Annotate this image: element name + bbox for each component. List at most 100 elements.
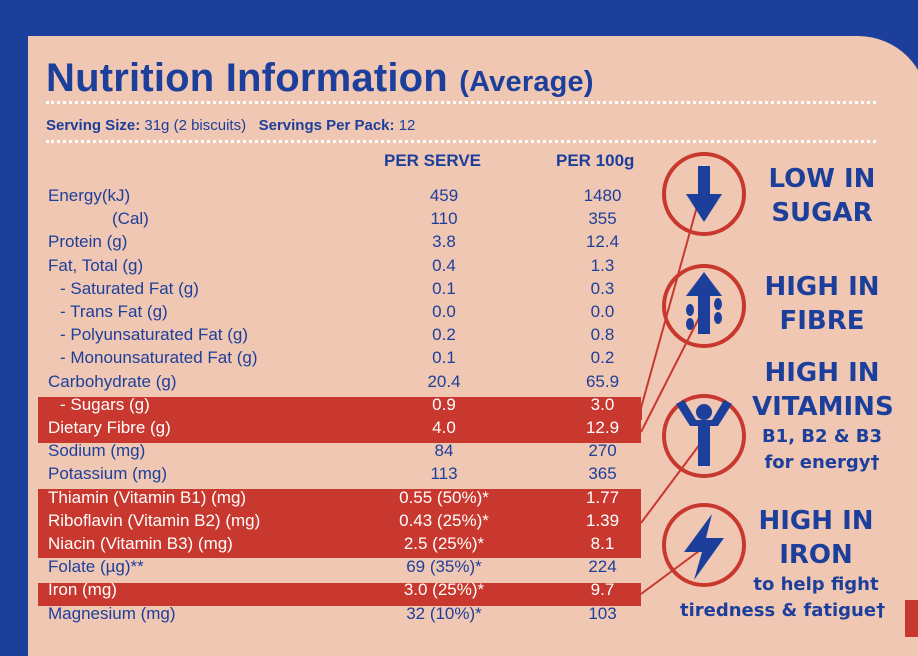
row-label: Folate (µg)** (48, 557, 144, 577)
claim-sugar-line2: SUGAR (771, 198, 873, 228)
per-serve-value: 0.0 (432, 302, 456, 321)
per-serve-value: 3.8 (432, 232, 456, 252)
wheat-arrow-icon (662, 264, 746, 348)
claim-iron-line3: to help fight (753, 574, 879, 595)
highlight-sugar-fibre (38, 397, 641, 443)
per-100g-header: PER 100g (556, 151, 635, 170)
table-row: Folate (µg)** 69 (35%)* 224 (0, 555, 660, 578)
claim-fibre-line2: FIBRE (779, 306, 865, 336)
per-serve-value: 0.1 (432, 348, 456, 368)
claim-vitamins-line1: HIGH IN (764, 358, 880, 388)
row-label: Sodium (mg) (48, 441, 146, 461)
claims-graphics (640, 152, 918, 637)
per-serve-value: 20.4 (427, 371, 461, 391)
per-serve-value: 110 (430, 209, 458, 229)
row-label: Thiamin (Vitamin B1) (mg) (48, 487, 247, 507)
per-serve-value: 0.4 (432, 255, 456, 275)
table-row: Iron (mg) 3.0 (25%)* 9.7 (0, 578, 660, 601)
serving-size-label: Serving Size: (46, 117, 141, 134)
per-100g-value: 3.0 (590, 394, 615, 414)
row-label: - Monounsaturated Fat (g) (60, 348, 258, 368)
claim-high-iron: HIGH IN IRON to help fight tiredness & f… (680, 504, 886, 624)
lightning-bolt-icon (662, 503, 746, 587)
per-100g-value: 224 (588, 557, 617, 577)
per-serve-value: 69 (35%)* (406, 557, 482, 577)
per-100g-value: 270 (588, 441, 617, 461)
per-100g-value: 0.0 (590, 302, 615, 321)
table-row: Magnesium (mg) 32 (10%)* 103 (0, 602, 660, 625)
connector-fibre (640, 309, 704, 433)
row-label: (Cal) (112, 209, 149, 229)
title-main: Nutrition Information (46, 56, 448, 100)
claim-vitamins-line4: for energy† (764, 452, 880, 473)
per-100g-value: 12.9 (585, 418, 620, 437)
row-label: Carbohydrate (g) (48, 371, 177, 391)
per-serve-value: 113 (430, 464, 458, 484)
claim-vitamins-line2: VITAMINS (752, 392, 894, 422)
per-serve-value: 0.43 (25%)* (399, 510, 489, 530)
table-row: Dietary Fibre (g) 4.0 12.9 (0, 416, 660, 439)
claim-low-sugar: LOW IN SUGAR (752, 162, 892, 230)
page-title: Nutrition Information (Average) (46, 54, 594, 106)
per-serve-value: 0.2 (432, 325, 456, 345)
servings-per-pack-value: 12 (398, 117, 416, 134)
edge-tab (905, 600, 918, 637)
per-serve-value: 0.1 (432, 278, 456, 298)
table-row: Protein (g) 3.8 12.4 (0, 230, 660, 253)
table-row: Energy(kJ) 459 1480 (0, 184, 660, 207)
row-label: Riboflavin (Vitamin B2) (mg) (48, 510, 261, 530)
dotted-divider (46, 101, 876, 104)
row-label: Dietary Fibre (g) (48, 418, 171, 437)
per-100g-value: 355 (588, 209, 617, 229)
per-100g-value: 1.39 (585, 510, 620, 530)
row-label: Iron (mg) (48, 580, 117, 600)
per-serve-value: 0.9 (432, 394, 456, 414)
row-label: - Sugars (g) (60, 394, 150, 414)
table-row: Riboflavin (Vitamin B2) (mg) 0.43 (25%)* 1… (0, 509, 660, 532)
row-label: - Saturated Fat (g) (60, 278, 199, 298)
row-label: Niacin (Vitamin B3) (mg) (48, 534, 233, 553)
person-cheering-icon (662, 394, 746, 478)
table-row: (Cal) 110 355 (0, 207, 660, 230)
per-100g-value: 365 (588, 464, 617, 484)
per-100g-value: 1.3 (590, 255, 615, 275)
per-100g-value: 9.7 (590, 580, 615, 600)
table-row: Niacin (Vitamin B3) (mg) 2.5 (25%)* 8.1 (0, 532, 660, 555)
highlight-iron (38, 583, 641, 606)
per-serve-value: 2.5 (25%)* (403, 534, 485, 553)
serving-info: Serving Size: 31g (2 biscuits) Servings … (46, 117, 415, 134)
per-serve-value: 32 (10%)* (406, 603, 482, 623)
claim-high-fibre: HIGH IN FIBRE (752, 270, 892, 338)
table-row: - Trans Fat (g) 0.0 0.0 (0, 300, 660, 323)
row-label: Fat, Total (g) (48, 255, 144, 275)
claim-fibre-line1: HIGH IN (764, 272, 880, 302)
per-serve-value: 0.55 (50%)* (399, 487, 489, 507)
per-serve-value: 4.0 (432, 418, 456, 437)
row-label: Magnesium (mg) (48, 603, 176, 623)
table-row: Thiamin (Vitamin B1) (mg) 0.55 (50%)* 1.77 (0, 486, 660, 509)
claim-vitamins-line3: B1, B2 & B3 (761, 426, 883, 447)
row-label: Energy(kJ) (48, 186, 131, 205)
connector-vitamins (640, 439, 704, 524)
per-serve-header: PER SERVE (384, 151, 482, 170)
per-serve-value: 3.0 (25%)* (403, 580, 485, 600)
claim-iron-line4: tiredness & fatigue† (680, 600, 886, 621)
table-row: Carbohydrate (g) 20.4 65.9 (0, 370, 660, 393)
highlight-vitamins (38, 489, 641, 558)
row-label: - Trans Fat (g) (60, 302, 168, 321)
title-average: (Average) (459, 66, 594, 98)
row-label: Protein (g) (48, 232, 128, 252)
per-100g-value: 0.3 (590, 278, 615, 298)
per-100g-value: 65.9 (585, 371, 620, 391)
down-arrow-icon (662, 152, 746, 236)
table-row: - Polyunsaturated Fat (g) 0.2 0.8 (0, 323, 660, 346)
table-row: - Sugars (g) 0.9 3.0 (0, 393, 660, 416)
claim-high-vitamins: HIGH IN VITAMINS B1, B2 & B3 for energy† (752, 356, 894, 476)
per-100g-value: 103 (588, 603, 617, 623)
claim-iron-line2: IRON (779, 540, 853, 570)
serving-size-value: 31g (2 biscuits) (144, 117, 247, 134)
per-100g-value: 1.77 (585, 487, 620, 507)
per-100g-value: 1480 (583, 186, 622, 205)
per-100g-value: 8.1 (590, 534, 615, 553)
per-serve-value: 84 (434, 441, 454, 461)
